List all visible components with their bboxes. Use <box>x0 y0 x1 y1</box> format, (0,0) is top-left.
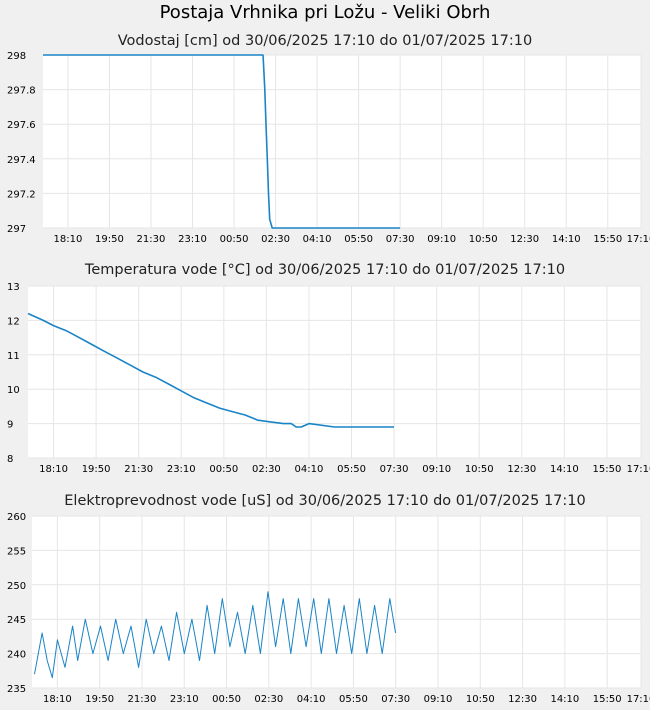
temperature-x-tick-label: 12:30 <box>507 464 536 475</box>
level-series-line <box>43 54 401 229</box>
temperature-y-tick-label: 10 <box>7 385 20 396</box>
conductivity-y-tick-label: 245 <box>7 615 26 626</box>
conductivity-x-tick-label: 12:30 <box>508 694 537 705</box>
conductivity-x-tick-label: 09:10 <box>424 694 453 705</box>
level-y-tick-label: 297.6 <box>7 120 36 131</box>
temperature-y-tick-label: 9 <box>7 420 13 431</box>
level-plot-area <box>43 55 641 228</box>
conductivity-x-tick-label: 21:30 <box>128 694 157 705</box>
level-y-tick-label: 297.2 <box>7 189 36 200</box>
conductivity-y-tick-label: 255 <box>7 546 26 557</box>
level-y-tick-label: 297.4 <box>7 155 36 166</box>
level-y-tick-label: 298 <box>7 51 26 62</box>
conductivity-x-tick-label: 19:50 <box>85 694 114 705</box>
temperature-x-tick-label: 14:10 <box>550 464 579 475</box>
conductivity-x-tick-label: 05:50 <box>339 694 368 705</box>
level-x-tick-label: 04:10 <box>303 234 332 245</box>
level-chart-title: Vodostaj [cm] od 30/06/2025 17:10 do 01/… <box>118 33 532 49</box>
temperature-x-tick-label: 02:30 <box>252 464 281 475</box>
conductivity-y-tick-label: 260 <box>7 512 26 523</box>
temperature-plot-area <box>28 286 641 458</box>
conductivity-y-tick-label: 240 <box>7 650 26 661</box>
conductivity-y-tick-label: 235 <box>7 684 26 695</box>
temperature-x-tick-label: 19:50 <box>82 464 111 475</box>
conductivity-x-tick-label: 04:10 <box>297 694 326 705</box>
level-x-tick-label: 15:50 <box>593 234 622 245</box>
temperature-x-tick-label: 10:50 <box>465 464 494 475</box>
conductivity-x-tick-label: 15:50 <box>593 694 622 705</box>
conductivity-chart-title: Elektroprevodnost vode [uS] od 30/06/202… <box>64 493 585 509</box>
temperature-y-tick-label: 11 <box>7 351 20 362</box>
conductivity-chart: Elektroprevodnost vode [uS] od 30/06/202… <box>7 493 650 705</box>
level-x-tick-label: 19:50 <box>95 234 124 245</box>
conductivity-y-tick-label: 250 <box>7 581 26 592</box>
conductivity-x-tick-label: 02:30 <box>254 694 283 705</box>
level-chart: Vodostaj [cm] od 30/06/2025 17:10 do 01/… <box>7 33 650 245</box>
level-x-tick-label: 05:50 <box>344 234 373 245</box>
temperature-x-tick-label: 23:10 <box>167 464 196 475</box>
level-x-tick-label: 00:50 <box>220 234 249 245</box>
level-x-tick-label: 18:10 <box>54 234 83 245</box>
level-x-tick-label: 12:30 <box>510 234 539 245</box>
conductivity-x-tick-label: 14:10 <box>550 694 579 705</box>
level-x-tick-label: 17:10 <box>627 234 650 245</box>
conductivity-x-tick-label: 07:30 <box>381 694 410 705</box>
conductivity-x-tick-label: 18:10 <box>43 694 72 705</box>
level-x-tick-label: 09:10 <box>427 234 456 245</box>
temperature-chart-title: Temperatura vode [°C] od 30/06/2025 17:1… <box>84 262 565 278</box>
temperature-x-tick-label: 09:10 <box>422 464 451 475</box>
conductivity-series-line <box>34 591 397 679</box>
level-y-tick-label: 297.8 <box>7 86 36 97</box>
level-x-tick-label: 14:10 <box>552 234 581 245</box>
temperature-series-line <box>27 312 394 428</box>
temperature-x-tick-label: 00:50 <box>209 464 238 475</box>
temperature-x-tick-label: 17:10 <box>627 464 650 475</box>
conductivity-plot-area <box>32 516 641 688</box>
temperature-y-tick-label: 13 <box>7 282 20 293</box>
conductivity-x-tick-label: 17:10 <box>627 694 650 705</box>
level-x-tick-label: 02:30 <box>261 234 290 245</box>
temperature-x-tick-label: 21:30 <box>124 464 153 475</box>
temperature-x-tick-label: 05:50 <box>337 464 366 475</box>
conductivity-x-tick-label: 23:10 <box>170 694 199 705</box>
page-title: Postaja Vrhnika pri Ložu - Veliki Obrh <box>159 2 491 23</box>
temperature-chart: Temperatura vode [°C] od 30/06/2025 17:1… <box>7 262 650 475</box>
temperature-y-tick-label: 12 <box>7 316 20 327</box>
temperature-x-tick-label: 15:50 <box>593 464 622 475</box>
level-y-tick-label: 297 <box>7 224 26 235</box>
temperature-x-tick-label: 07:30 <box>380 464 409 475</box>
conductivity-x-tick-label: 00:50 <box>212 694 241 705</box>
conductivity-x-tick-label: 10:50 <box>466 694 495 705</box>
level-x-tick-label: 23:10 <box>178 234 207 245</box>
level-x-tick-label: 07:30 <box>386 234 415 245</box>
level-x-tick-label: 21:30 <box>137 234 166 245</box>
level-x-tick-label: 10:50 <box>469 234 498 245</box>
temperature-x-tick-label: 18:10 <box>39 464 68 475</box>
temperature-x-tick-label: 04:10 <box>295 464 324 475</box>
temperature-y-tick-label: 8 <box>7 454 13 465</box>
